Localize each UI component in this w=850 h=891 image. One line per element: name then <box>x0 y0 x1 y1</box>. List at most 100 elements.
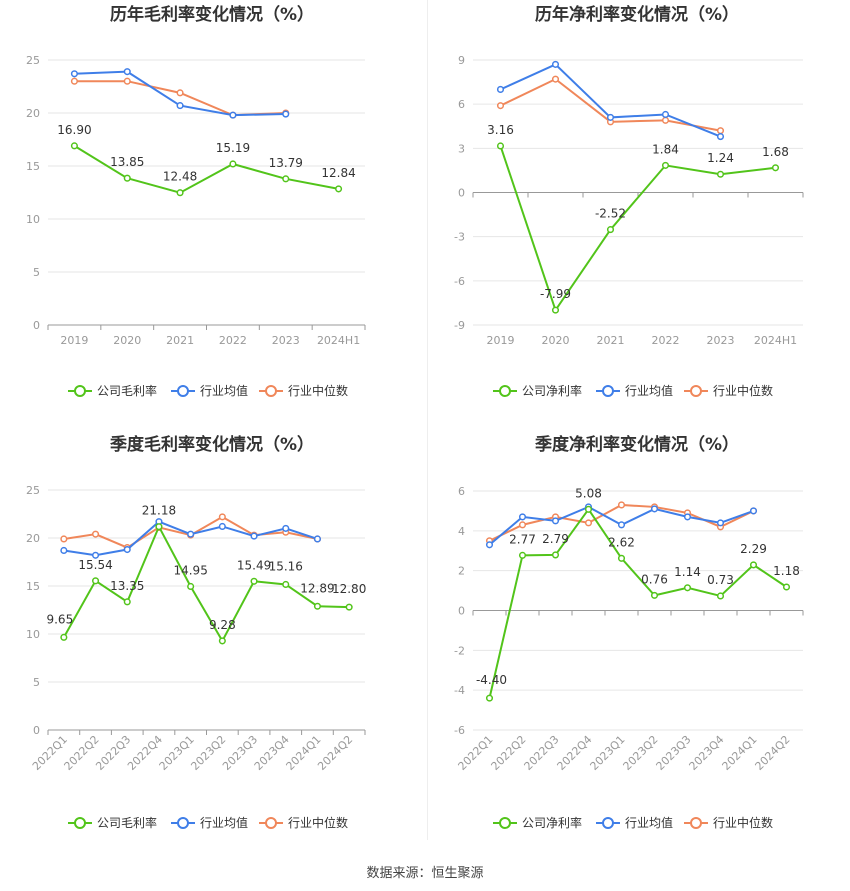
legend-item: 行业均值 <box>596 383 673 398</box>
y-tick-label: 15 <box>26 580 40 593</box>
x-tick-label: 2020 <box>113 334 141 347</box>
y-tick-label: 0 <box>33 724 40 737</box>
x-tick-label: 2023 <box>707 334 735 347</box>
data-label: 0.76 <box>641 572 668 586</box>
data-label: 15.19 <box>216 141 250 155</box>
legend-marker <box>690 385 702 397</box>
data-point <box>518 513 527 521</box>
data-point <box>70 70 78 78</box>
data-point <box>771 164 780 172</box>
x-tick-label: 2024Q2 <box>753 733 793 773</box>
x-tick-label: 2020 <box>542 334 570 347</box>
data-label: 15.16 <box>269 559 303 573</box>
y-tick-label: 25 <box>26 484 40 497</box>
legend-item: 行业中位数 <box>684 383 773 398</box>
data-point <box>551 75 560 83</box>
chart-title: 历年毛利率变化情况（%） <box>110 4 314 25</box>
data-label: 15.54 <box>78 558 112 572</box>
y-tick-label: 4 <box>458 525 465 538</box>
data-point <box>123 598 131 606</box>
data-point <box>683 513 692 521</box>
data-point <box>551 517 560 525</box>
data-point <box>551 551 560 559</box>
y-tick-label: -6 <box>454 275 465 288</box>
x-tick-label: 2024Q2 <box>315 733 355 773</box>
data-point <box>749 561 758 569</box>
data-label: 16.90 <box>57 123 91 137</box>
legend-label: 行业均值 <box>625 815 673 830</box>
x-tick-label: 2024Q1 <box>720 733 760 773</box>
data-point <box>250 532 258 540</box>
y-tick-label: 20 <box>26 532 40 545</box>
data-point <box>250 577 258 585</box>
y-tick-label: 6 <box>458 485 465 498</box>
data-point <box>187 530 195 538</box>
legend-marker <box>499 817 511 829</box>
data-point <box>683 584 692 592</box>
legend-label: 公司净利率 <box>522 383 582 398</box>
data-label: 2.79 <box>542 532 569 546</box>
legend-label: 行业均值 <box>200 383 248 398</box>
data-label: 1.14 <box>674 565 701 579</box>
data-point <box>584 519 593 527</box>
data-point <box>749 507 758 515</box>
data-label: 1.24 <box>707 151 734 165</box>
legend-marker <box>177 385 189 397</box>
data-label: 12.80 <box>332 582 366 596</box>
data-point <box>70 142 78 150</box>
data-point <box>176 189 184 197</box>
data-label: 2.29 <box>740 542 767 556</box>
data-label: 13.85 <box>110 155 144 169</box>
data-point <box>123 545 131 554</box>
data-point <box>313 535 322 543</box>
data-point <box>229 111 237 119</box>
data-point <box>187 582 195 591</box>
y-tick-label: 5 <box>33 266 40 279</box>
data-point <box>617 554 626 562</box>
series-line <box>500 63 721 138</box>
y-tick-label: 3 <box>458 142 465 155</box>
legend-item: 行业中位数 <box>259 815 348 830</box>
y-tick-label: -4 <box>454 684 465 697</box>
quarterly-gross-margin-chart: 季度毛利率变化情况（%）05101520252022Q12022Q22022Q3… <box>26 434 366 830</box>
data-label: -2.52 <box>595 207 626 221</box>
data-point <box>313 602 322 610</box>
data-point <box>518 521 527 529</box>
data-point <box>606 226 615 234</box>
data-point <box>60 535 68 543</box>
series-line <box>499 145 776 313</box>
data-source-note: 数据来源：恒生聚源 <box>366 866 484 881</box>
legend-label: 行业中位数 <box>713 815 773 830</box>
legend-label: 行业均值 <box>200 815 248 830</box>
quarterly-net-margin-chart: 季度净利率变化情况（%） -6 -4 -2 0 2 4 6 2022Q12022Q22022Q3… <box>454 434 804 830</box>
series-line <box>488 507 788 699</box>
data-point <box>496 102 505 110</box>
legend-label: 行业中位数 <box>288 815 348 830</box>
x-tick-label: 2022Q4 <box>555 733 595 773</box>
y-tick-label: 6 <box>458 98 465 111</box>
x-tick-label: 2019 <box>60 334 88 347</box>
legend-marker <box>177 817 189 829</box>
y-tick-label: -6 <box>454 724 465 737</box>
legend-label: 公司净利率 <box>522 815 582 830</box>
data-point <box>551 60 560 68</box>
x-tick-label: 2022Q1 <box>456 733 496 773</box>
data-point <box>661 161 670 169</box>
x-tick-label: 2023Q3 <box>654 733 694 773</box>
data-label: 5.08 <box>575 486 602 500</box>
y-tick-label: 25 <box>26 54 40 67</box>
data-label: -4.40 <box>476 673 507 687</box>
data-label: 13.79 <box>269 156 303 170</box>
data-point <box>92 530 100 538</box>
y-tick-label: 20 <box>26 107 40 120</box>
x-tick-label: 2023Q1 <box>588 733 628 773</box>
legend-label: 行业中位数 <box>288 383 348 398</box>
data-label: 14.95 <box>173 563 207 577</box>
y-tick-label: 5 <box>33 676 40 689</box>
data-point <box>123 68 131 76</box>
data-point <box>716 127 725 135</box>
x-tick-label: 2022Q2 <box>489 733 529 773</box>
data-point <box>218 637 226 645</box>
data-point <box>782 583 791 591</box>
chart-title: 历年净利率变化情况（%） <box>535 4 739 25</box>
